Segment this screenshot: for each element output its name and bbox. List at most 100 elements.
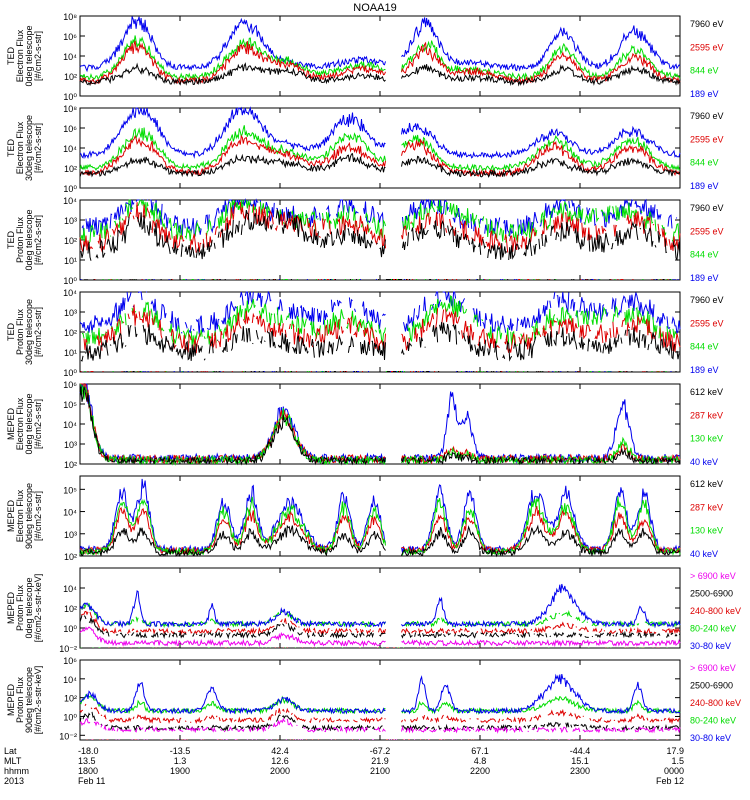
series-trace (79, 62, 681, 87)
y-tick-label: 10² (64, 328, 77, 338)
series-trace (80, 383, 681, 465)
panel-6: 10² 10³ 10⁴ 10⁵ MEPED Electron Flux 90deg tele… (6, 475, 723, 562)
legend-844-ev: 844 eV (690, 158, 719, 168)
y-tick-label: 10⁵ (63, 485, 77, 495)
y-tick-label: 10⁴ (63, 508, 77, 518)
footer-lat: 67.1 (471, 746, 489, 756)
legend-240-800-kev: 240-800 keV (690, 698, 741, 708)
footer-mlt: 4.8 (474, 756, 487, 766)
legend-844-ev: 844 eV (690, 342, 719, 352)
y-tick-label: 10⁸ (63, 104, 77, 114)
chart-title: NOAA19 (353, 2, 396, 14)
series-trace (79, 711, 681, 740)
legend-130-kev: 130 keV (690, 434, 723, 444)
series-trace (79, 201, 681, 280)
panel-8: 10⁻² 10⁰ 10² 10⁴ 10⁶ MEPED Proton Flux 90deg te… (6, 656, 741, 743)
legend-189-ev: 189 eV (690, 273, 719, 283)
series-trace (79, 40, 681, 85)
series-trace (80, 602, 681, 648)
panel-5: 10² 10³ 10⁴ 10⁵ 10⁶ MEPED Electron Flux 0deg te… (6, 380, 723, 470)
series-trace (79, 35, 681, 82)
y-axis-label: Proton Flux (15, 676, 25, 723)
y-axis-label: TED (6, 138, 16, 157)
y-tick-label: 10⁸ (63, 12, 77, 22)
legend-7960-ev: 7960 eV (690, 19, 724, 29)
y-tick-label: 10² (64, 552, 77, 562)
y-axis-label: [#/cm2-s-str] (33, 215, 43, 265)
series-trace (79, 134, 681, 178)
y-axis-label: [#/cm2-s-str] (33, 399, 43, 449)
y-tick-label: 10⁶ (63, 124, 77, 134)
legend-2595-ev: 2595 eV (690, 226, 724, 236)
y-tick-label: 10⁴ (63, 675, 77, 685)
y-axis-label: Proton Flux (15, 216, 25, 263)
series-trace (80, 673, 681, 715)
series-trace (79, 524, 681, 558)
y-axis-label: Electron Flux (15, 121, 25, 174)
legend-7960-ev: 7960 eV (690, 203, 724, 213)
legend-80-240-kev: 80-240 keV (690, 624, 736, 634)
y-axis-label: 0deg telescope (24, 25, 34, 86)
series-trace (79, 615, 680, 648)
y-axis-label: [#/cm2-s-str] (33, 491, 43, 541)
footer-mlt: 21.9 (371, 756, 389, 766)
series-trace (79, 383, 681, 466)
y-tick-label: 10² (64, 604, 77, 614)
panel-2: 10⁰ 10² 10⁴ 10⁶ 10⁸ TED Electron Flux 30deg tel… (6, 104, 724, 194)
y-tick-label: 10³ (64, 308, 77, 318)
legend-287-kev: 287 keV (690, 410, 723, 420)
series-trace (79, 505, 681, 556)
y-axis-label: 0deg telescope (24, 577, 34, 638)
series-trace (79, 322, 681, 372)
series-trace (79, 583, 681, 629)
legend-2500-6900: 2500-6900 (690, 681, 733, 691)
y-axis-label: TED (6, 46, 16, 65)
series-trace (79, 106, 681, 160)
y-tick-label: 10⁰ (63, 712, 77, 722)
legend-7960-ev: 7960 eV (690, 295, 724, 305)
legend-612-kev: 612 keV (690, 387, 723, 397)
footer-hhmm: 1900 (170, 766, 190, 776)
series-trace (79, 717, 681, 740)
legend--6900-kev: > 6900 keV (690, 571, 736, 581)
legend-287-kev: 287 keV (690, 502, 723, 512)
footer-row-label: MLT (4, 756, 22, 766)
y-tick-label: 10⁶ (63, 380, 77, 390)
y-tick-label: 10⁶ (63, 32, 77, 42)
series-trace (79, 496, 681, 557)
legend-130-kev: 130 keV (690, 526, 723, 536)
y-tick-label: 10⁰ (63, 276, 77, 286)
footer-lat: -18.0 (78, 746, 99, 756)
y-axis-label: Proton Flux (15, 308, 25, 355)
footer-lat: 17.9 (666, 746, 684, 756)
y-axis-label: 30deg telescope (24, 299, 34, 365)
legend-189-ev: 189 eV (690, 181, 719, 191)
panel-7: 10⁻² 10⁰ 10² 10⁴ MEPED Proton Flux 0deg telesc… (6, 567, 741, 654)
footer-mlt: 1.5 (671, 756, 684, 766)
series-trace (80, 304, 681, 372)
y-tick-label: 10² (64, 460, 77, 470)
legend-2595-ev: 2595 eV (690, 318, 724, 328)
footer-date-start: Feb 11 (78, 776, 105, 786)
series-trace (79, 209, 681, 280)
y-tick-label: 10⁶ (63, 656, 77, 666)
series-trace (79, 383, 681, 464)
footer-row-label: 2013 (4, 776, 24, 786)
panel-frame (79, 107, 681, 189)
footer-date-end: Feb 12 (656, 776, 684, 786)
y-axis-label: MEPED (6, 408, 16, 441)
y-tick-label: 10² (64, 694, 77, 704)
y-tick-label: 10⁰ (63, 368, 77, 378)
y-tick-label: 10⁴ (63, 52, 77, 62)
footer-lat: -44.4 (570, 746, 591, 756)
y-tick-label: 10⁴ (63, 196, 77, 206)
y-axis-label: 90deg telescope (24, 483, 34, 549)
legend-844-ev: 844 eV (690, 250, 719, 260)
y-tick-label: 10⁴ (63, 420, 77, 430)
y-axis-label: MEPED (6, 684, 16, 717)
y-axis-label: Electron Flux (15, 489, 25, 542)
y-tick-label: 10² (64, 236, 77, 246)
series-trace (79, 125, 681, 173)
y-axis-label: Electron Flux (15, 397, 25, 450)
y-tick-label: 10⁴ (63, 288, 77, 298)
